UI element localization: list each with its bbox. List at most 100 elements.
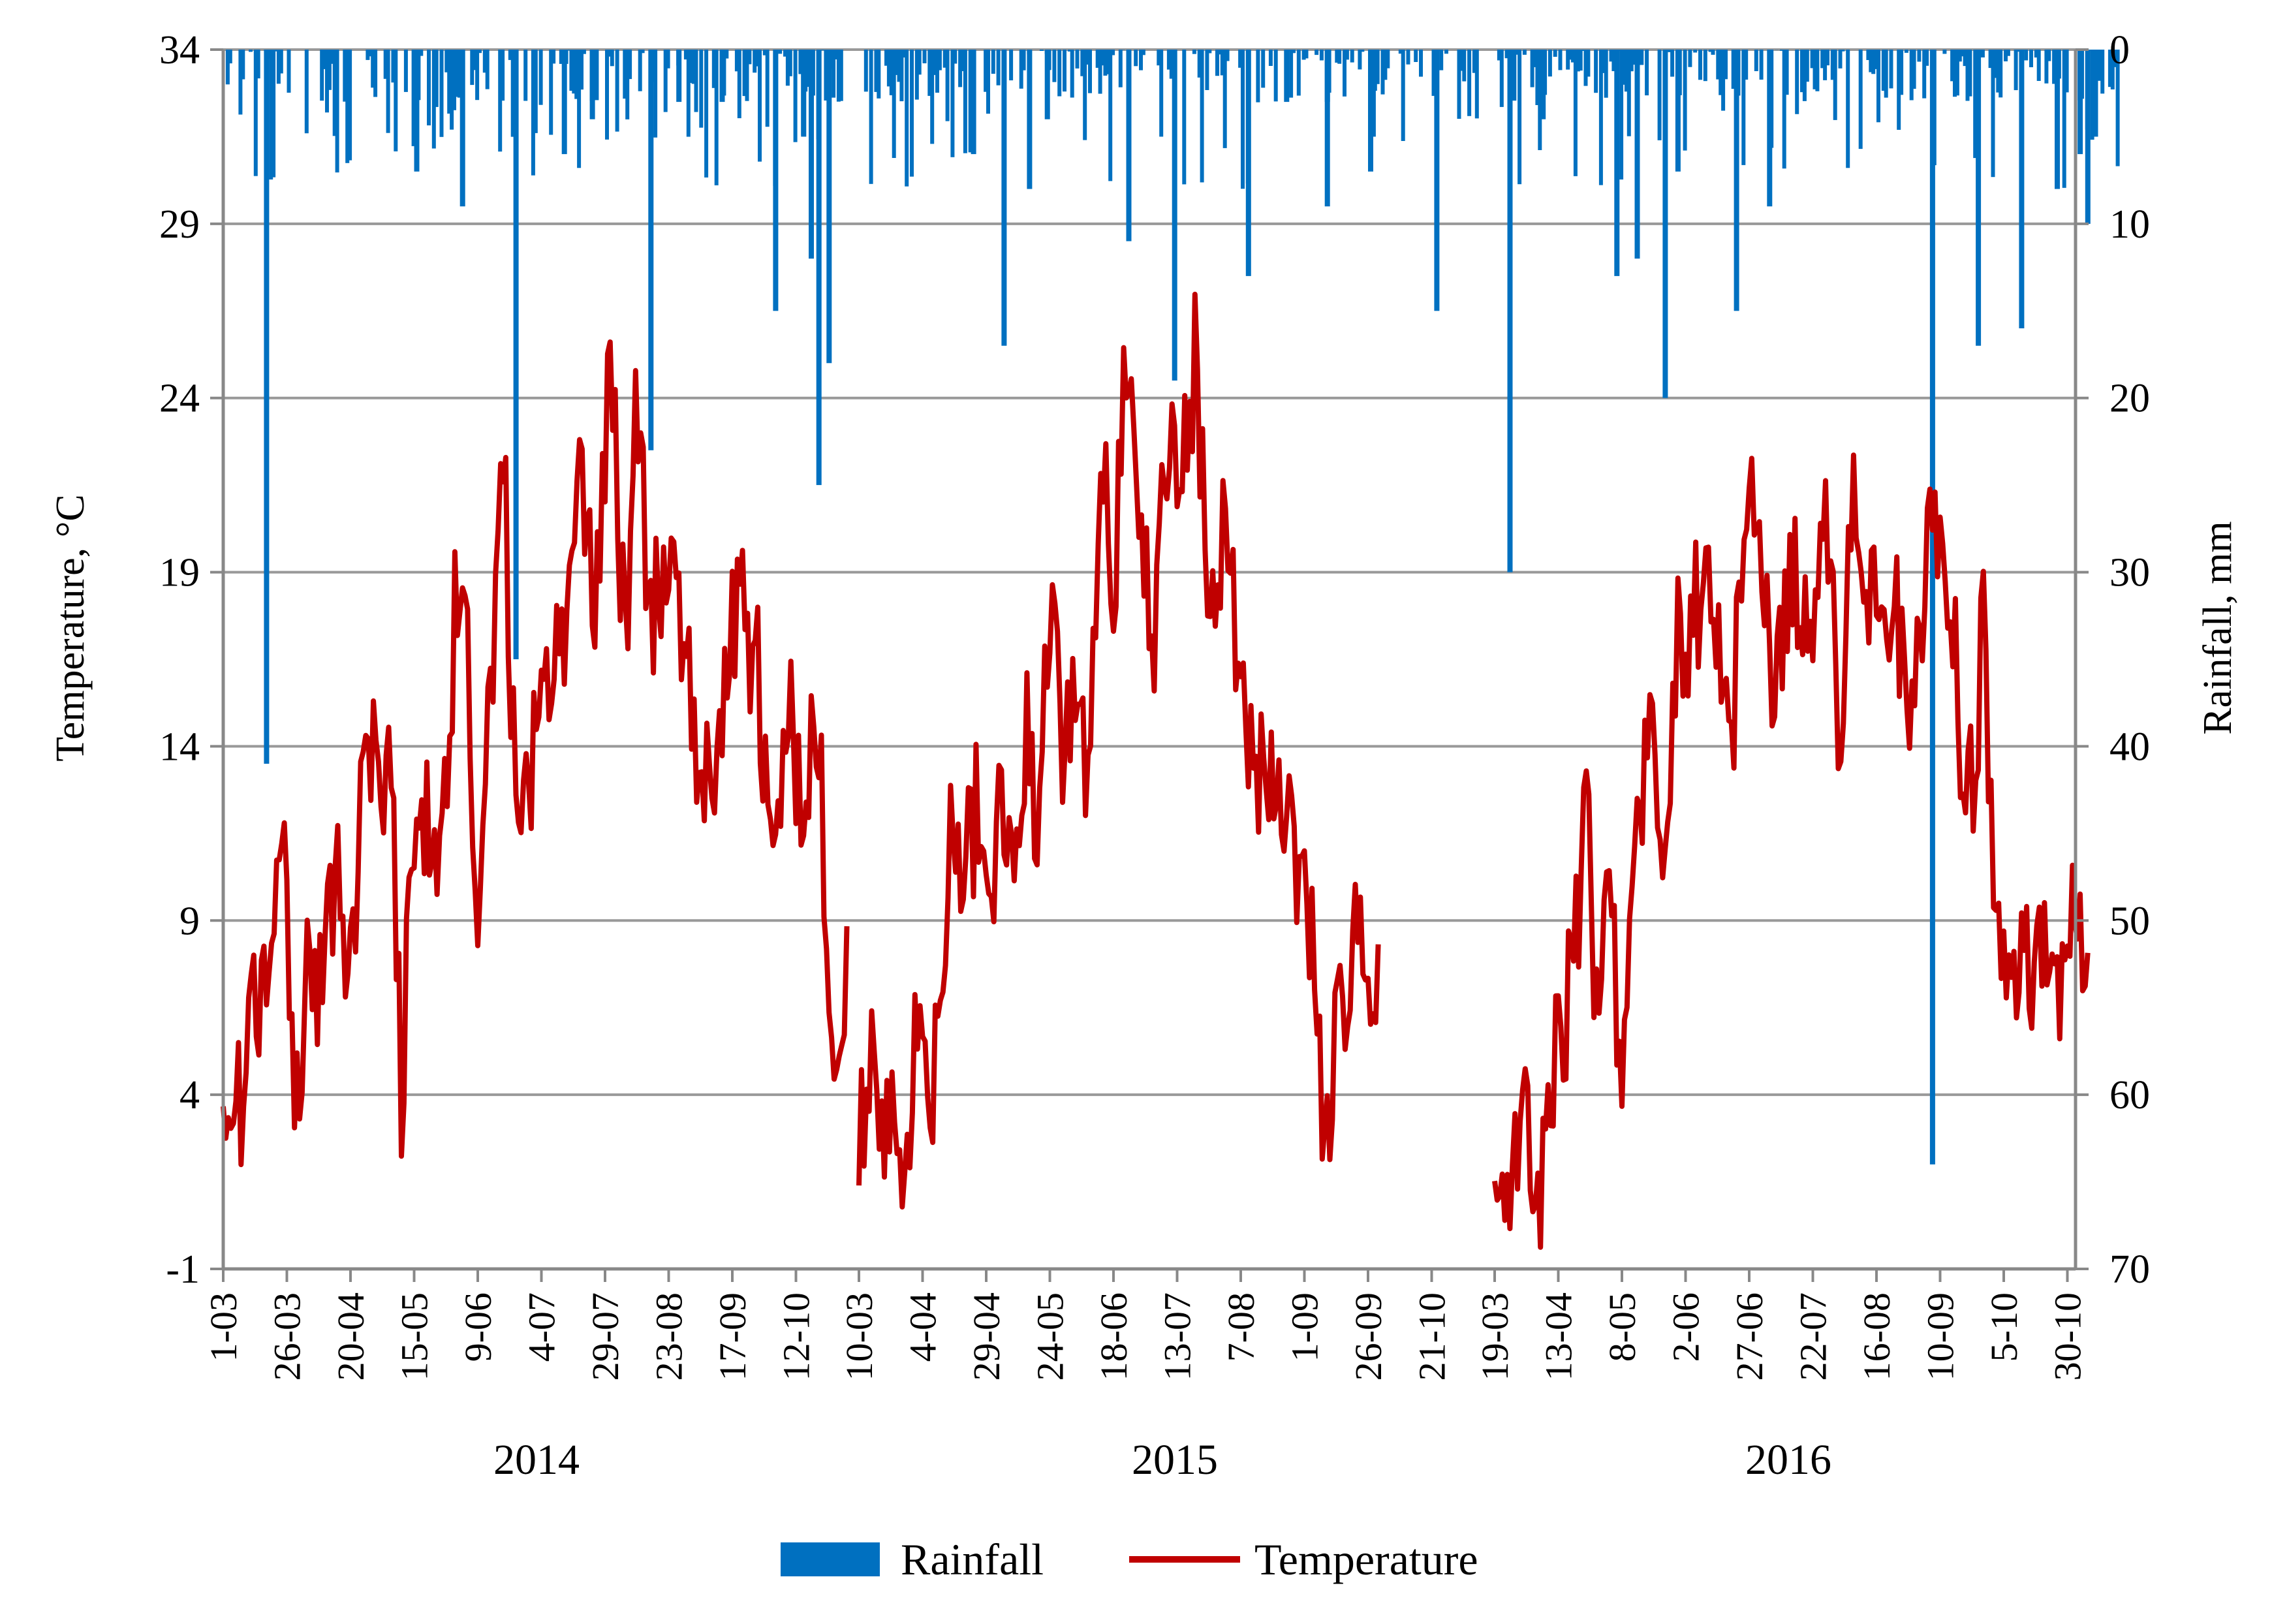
rainfall-bar xyxy=(1507,50,1513,572)
rainfall-bar xyxy=(371,50,375,88)
year-label: 2016 xyxy=(1745,1436,1831,1484)
rainfall-bar xyxy=(1497,50,1501,61)
x-tick-label: 27-06 xyxy=(1728,1292,1771,1381)
rainfall-bar xyxy=(1350,50,1354,63)
y-axis-left-ticks: 34 29 24 19 14 9 4 -1 xyxy=(159,28,223,1292)
rainfall-bar xyxy=(755,50,760,67)
rainfall-bar xyxy=(889,50,894,95)
rainfall-bar xyxy=(1108,50,1113,181)
rainfall-bar xyxy=(304,50,309,134)
rainfall-bar xyxy=(1386,50,1390,69)
rainfall-bar xyxy=(2004,50,2008,61)
rainfall-bar xyxy=(2055,50,2060,189)
x-tick-label: 8-05 xyxy=(1601,1292,1643,1362)
rainfall-bar xyxy=(1256,50,1260,102)
x-axis-ticks: 1-03 26-03 20-04 15-05 9-06 4-07 29-07 23-08 17-… xyxy=(202,1269,2089,1381)
rainfall-bar xyxy=(264,50,270,764)
rainfall-bar xyxy=(1157,50,1161,66)
rainfall-bar xyxy=(386,50,390,133)
rainfall-bar xyxy=(238,50,243,115)
rainfall-bar xyxy=(366,50,370,60)
y-left-tick-label: 14 xyxy=(159,725,200,769)
y-right-tick-label: 0 xyxy=(2109,28,2130,72)
rainfall-bar xyxy=(414,50,420,172)
x-tick-label: 26-09 xyxy=(1347,1292,1390,1381)
rainfall-bar xyxy=(1988,50,1993,69)
rainfall-bar xyxy=(2090,50,2094,140)
rainfall-bar xyxy=(1929,50,1935,1164)
rainfall-bar xyxy=(1070,50,1074,98)
rainfall-bar xyxy=(287,50,291,93)
rainfall-bar xyxy=(2029,50,2033,67)
rainfall-bar xyxy=(1100,50,1105,66)
rainfall-bar xyxy=(508,50,512,60)
rainfall-bar xyxy=(2113,50,2117,67)
rainfall-bar xyxy=(561,50,567,155)
rainfall-bar xyxy=(691,50,696,84)
rainfall-bar xyxy=(2052,50,2057,84)
rainfall-bar xyxy=(762,50,767,55)
x-tick-label: 17-09 xyxy=(711,1292,754,1381)
rainfall-bar xyxy=(1192,50,1196,54)
rainfall-bar xyxy=(1444,50,1448,54)
rainfall-bar xyxy=(1668,50,1672,52)
rainfall-bar xyxy=(582,50,586,54)
rainfall-bar xyxy=(1719,50,1723,95)
rainfall-bar xyxy=(1431,50,1436,96)
rainfall-bar xyxy=(1324,50,1330,102)
rainfall-bar xyxy=(559,50,563,64)
rainfall-bar xyxy=(249,50,253,52)
rainfall-bar xyxy=(1517,50,1522,185)
rainfall-bar xyxy=(877,50,881,99)
rainfall-bar xyxy=(1106,50,1110,74)
y-right-tick-label: 40 xyxy=(2109,725,2150,769)
rainfall-bar xyxy=(753,50,757,73)
rainfall-bar xyxy=(450,50,454,130)
rainfall-bar xyxy=(470,50,475,86)
y-left-tick-label: 4 xyxy=(179,1073,200,1117)
rainfall-bar xyxy=(783,50,787,57)
rainfall-bar xyxy=(1784,50,1789,95)
rainfall-bar xyxy=(2093,50,2098,137)
rainfall-bar xyxy=(431,50,436,149)
rainfall-bar xyxy=(1833,50,1837,120)
rainfall-bar xyxy=(1802,50,1807,101)
rainfall-bar xyxy=(623,50,627,99)
rainfall-bar xyxy=(1566,50,1570,70)
rainfall-bar xyxy=(1001,50,1007,346)
rainfall-bar xyxy=(806,50,811,87)
rainfall-bar xyxy=(1083,50,1087,140)
x-tick-label: 7-08 xyxy=(1220,1292,1262,1362)
rainfall-bar xyxy=(2062,50,2066,188)
rainfall-bar xyxy=(1571,50,1575,63)
rainfall-bar xyxy=(663,50,668,112)
rainfall-bar xyxy=(653,50,658,138)
rainfall-bar xyxy=(1289,50,1294,98)
y-axis-left-title: Temperature, °C xyxy=(48,494,93,762)
rainfall-bar xyxy=(2064,50,2069,93)
rainfall-bar xyxy=(439,50,444,137)
rainfall-bar xyxy=(1172,50,1177,381)
rainfall-bar xyxy=(325,50,329,113)
rainfall-bar xyxy=(1337,50,1342,64)
rainfall-bar xyxy=(473,50,477,70)
rainfall-bar xyxy=(1467,50,1472,116)
rainfall-bar xyxy=(577,50,582,168)
rainfall-bar xyxy=(589,50,595,119)
rainfall-bar xyxy=(897,50,901,82)
rainfall-bar xyxy=(1810,50,1814,69)
rainfall-bar xyxy=(1238,50,1243,68)
rainfall-bar xyxy=(1922,50,1927,99)
rainfall-bar xyxy=(1925,50,1929,66)
rainfall-bar xyxy=(1779,50,1784,51)
rainfall-bar xyxy=(1889,50,1893,89)
rainfall-bar xyxy=(1960,50,1965,57)
rainfall-bar xyxy=(984,50,988,92)
rainfall-bar xyxy=(1693,50,1698,53)
rainfall-bar xyxy=(457,50,461,98)
rainfall-bar xyxy=(1734,50,1739,311)
rainfall-bar xyxy=(501,50,505,101)
x-tick-label: 21-10 xyxy=(1411,1292,1454,1381)
y-axis-right-ticks: 0 10 20 30 40 50 60 70 xyxy=(2076,28,2150,1292)
rainfall-bar xyxy=(513,50,519,659)
